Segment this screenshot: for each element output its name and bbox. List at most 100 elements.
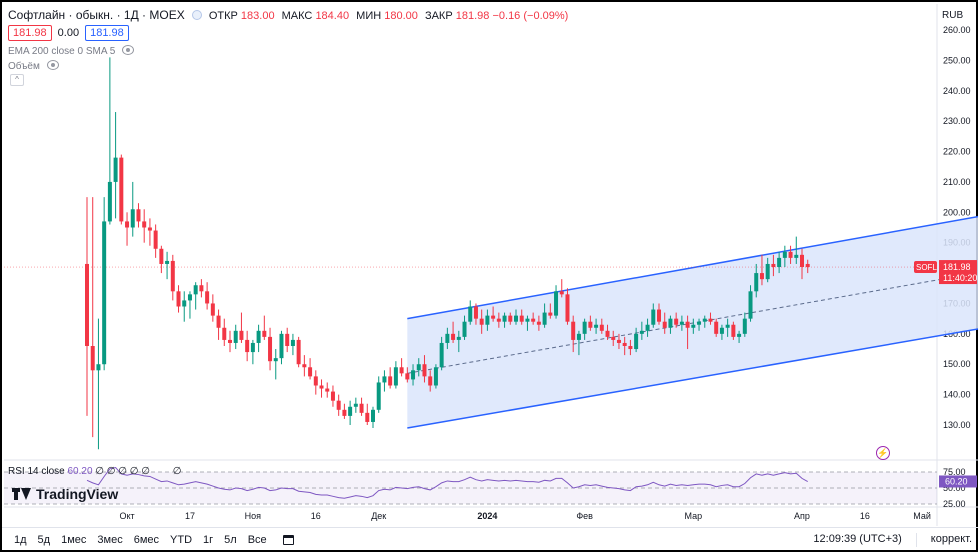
- candle-body: [142, 221, 147, 228]
- candle-body: [130, 209, 135, 228]
- low-label: МИН: [356, 10, 382, 22]
- candle-body: [233, 330, 238, 343]
- range-ytd-button[interactable]: YTD: [170, 534, 193, 546]
- candle-body: [508, 315, 513, 322]
- rsi-tick-label: 25.00: [943, 499, 966, 509]
- candle-body: [113, 157, 118, 182]
- candle-body: [405, 373, 410, 380]
- candle-body: [594, 324, 599, 328]
- x-tick-label: 2024: [477, 511, 497, 521]
- candle-body: [737, 333, 742, 337]
- bottom-toolbar: 1д 5д 1мес 3мес 6мес YTD 1г 5л Все 12:09…: [2, 527, 978, 552]
- bid-badge[interactable]: 181.98: [8, 25, 52, 41]
- y-tick-label: 230.00: [943, 116, 971, 126]
- candle-body: [765, 263, 770, 280]
- candle-body: [668, 318, 673, 328]
- candle-body: [462, 321, 467, 337]
- collapse-legend-button[interactable]: ^: [10, 74, 24, 86]
- candle-body: [639, 330, 644, 334]
- candle-body: [353, 403, 358, 407]
- candle-body: [216, 315, 221, 328]
- clock-time[interactable]: 12:09:39 (UTC+3): [813, 533, 902, 545]
- close-label: ЗАКР: [424, 10, 453, 22]
- x-tick-label: 16: [860, 511, 870, 521]
- ask-badge[interactable]: 181.98: [85, 25, 129, 41]
- range-6m-button[interactable]: 6мес: [133, 534, 160, 546]
- candle-body: [85, 263, 89, 346]
- candle-body: [748, 291, 753, 319]
- range-1m-button[interactable]: 1мес: [61, 534, 87, 546]
- currency-label[interactable]: RUB: [942, 10, 964, 21]
- candle-body: [285, 333, 290, 346]
- candle-body: [96, 364, 101, 371]
- candle-body: [119, 157, 124, 222]
- candle-body: [759, 273, 764, 280]
- candle-body: [159, 248, 164, 264]
- candle-body: [805, 263, 810, 268]
- range-all-button[interactable]: Все: [247, 534, 267, 546]
- ema-indicator-label[interactable]: EMA 200 close 0 SMA 5: [8, 45, 135, 57]
- tradingview-logo[interactable]: TradingView: [12, 486, 118, 502]
- range-1d-button[interactable]: 1д: [14, 534, 27, 546]
- y-tick-label: 160.00: [943, 329, 971, 339]
- x-tick-label: Дек: [371, 511, 386, 521]
- x-tick-label: Мар: [685, 511, 703, 521]
- y-tick-label: 240.00: [943, 86, 971, 96]
- range-5d-button[interactable]: 5д: [37, 534, 51, 546]
- candle-body: [771, 263, 776, 267]
- candle-body: [502, 315, 507, 322]
- candle-body: [371, 409, 375, 422]
- range-1y-button[interactable]: 1г: [203, 534, 214, 546]
- toolbar-right: 12:09:39 (UTC+3) коррект.: [813, 533, 972, 547]
- candle-body: [542, 312, 547, 325]
- candle-body: [782, 251, 787, 258]
- candle-body: [742, 318, 747, 334]
- candle-body: [388, 376, 393, 386]
- candle-body: [651, 309, 656, 325]
- brand-name: TradingView: [36, 486, 119, 502]
- candle-body: [588, 321, 593, 328]
- candle-body: [228, 339, 232, 343]
- candle-body: [559, 291, 564, 295]
- candle-body: [628, 346, 633, 350]
- lightning-icon[interactable]: ⚡: [876, 446, 890, 460]
- candle-body: [365, 412, 370, 422]
- candle-body: [622, 342, 627, 346]
- candle-body: [411, 370, 416, 380]
- candle-body: [479, 318, 484, 325]
- candle-body: [571, 321, 576, 340]
- volume-indicator-label[interactable]: Объём: [8, 60, 59, 72]
- candle-body: [554, 291, 559, 316]
- candle-body: [576, 333, 581, 340]
- candle-body: [290, 339, 295, 346]
- candle-body: [708, 318, 713, 322]
- candle-body: [153, 230, 158, 249]
- candle-body: [445, 333, 450, 343]
- candle-body: [657, 309, 661, 322]
- candle-body: [514, 315, 518, 322]
- candle-body: [685, 321, 690, 328]
- rsi-legend[interactable]: RSI 14 close 60.20 ∅ ∅ ∅ ∅ ∅ ∅: [8, 466, 181, 477]
- symbol-title[interactable]: Софтлайн · обыкн. · 1Д · MOEX: [8, 8, 185, 22]
- candle-body: [262, 330, 267, 337]
- candle-body: [777, 257, 782, 267]
- eye-icon[interactable]: [46, 60, 59, 70]
- candle-body: [525, 318, 530, 322]
- rsi-tick-label: 75.00: [943, 467, 966, 477]
- candle-body: [582, 321, 587, 334]
- high-value: 184.40: [315, 10, 350, 22]
- candle-body: [147, 227, 152, 231]
- market-status-icon[interactable]: [191, 10, 202, 20]
- candle-body: [90, 346, 95, 371]
- ema-label-text: EMA 200 close 0 SMA 5: [8, 46, 116, 57]
- range-5y-button[interactable]: 5л: [224, 534, 237, 546]
- eye-icon[interactable]: [122, 45, 135, 55]
- calendar-icon[interactable]: [282, 535, 294, 545]
- candle-body: [170, 260, 175, 292]
- candle-body: [256, 330, 261, 343]
- candle-body: [731, 324, 736, 337]
- range-3m-button[interactable]: 3мес: [97, 534, 123, 546]
- adjust-button[interactable]: коррект.: [930, 533, 972, 545]
